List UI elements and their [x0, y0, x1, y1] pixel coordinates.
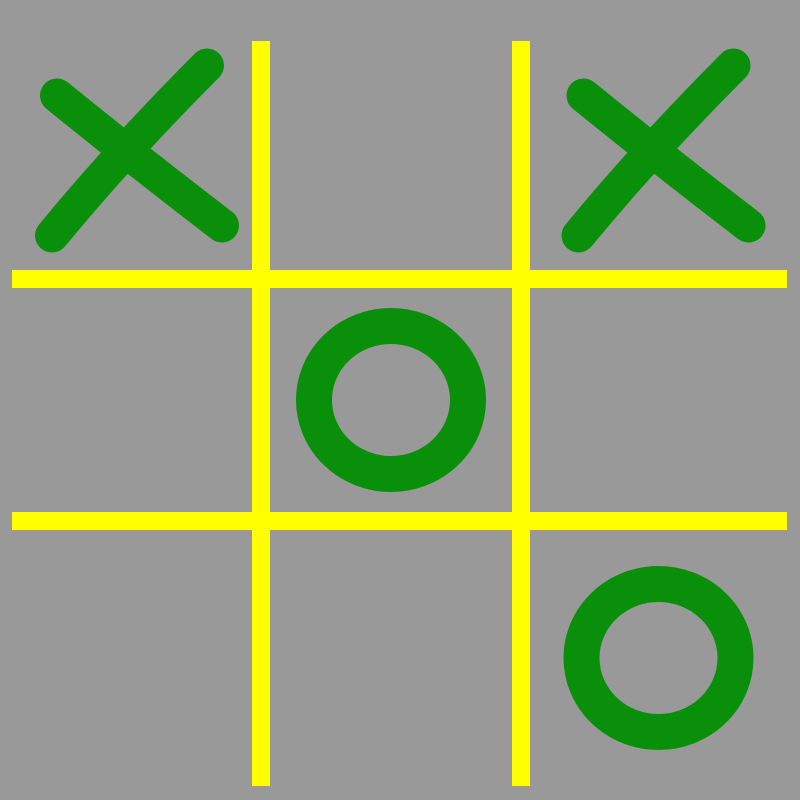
- cell-middle-left[interactable]: [12, 288, 252, 512]
- cell-bottom-center[interactable]: [270, 530, 512, 786]
- cell-top-right[interactable]: [530, 41, 787, 270]
- cell-middle-right[interactable]: [530, 288, 787, 512]
- cell-top-center[interactable]: [270, 41, 512, 270]
- grid-line-vertical-left: [252, 41, 270, 786]
- x-mark-icon: [35, 48, 239, 253]
- o-mark-icon: [296, 308, 486, 492]
- cell-bottom-left[interactable]: [12, 530, 252, 786]
- grid-line-horizontal-bottom: [12, 512, 787, 530]
- cell-center[interactable]: [270, 288, 512, 512]
- cell-bottom-right[interactable]: [530, 530, 787, 786]
- x-mark-icon: [561, 48, 766, 253]
- cell-top-left[interactable]: [12, 41, 252, 270]
- grid-line-horizontal-top: [12, 270, 787, 288]
- o-mark-icon: [563, 566, 754, 750]
- grid-line-vertical-right: [512, 41, 530, 786]
